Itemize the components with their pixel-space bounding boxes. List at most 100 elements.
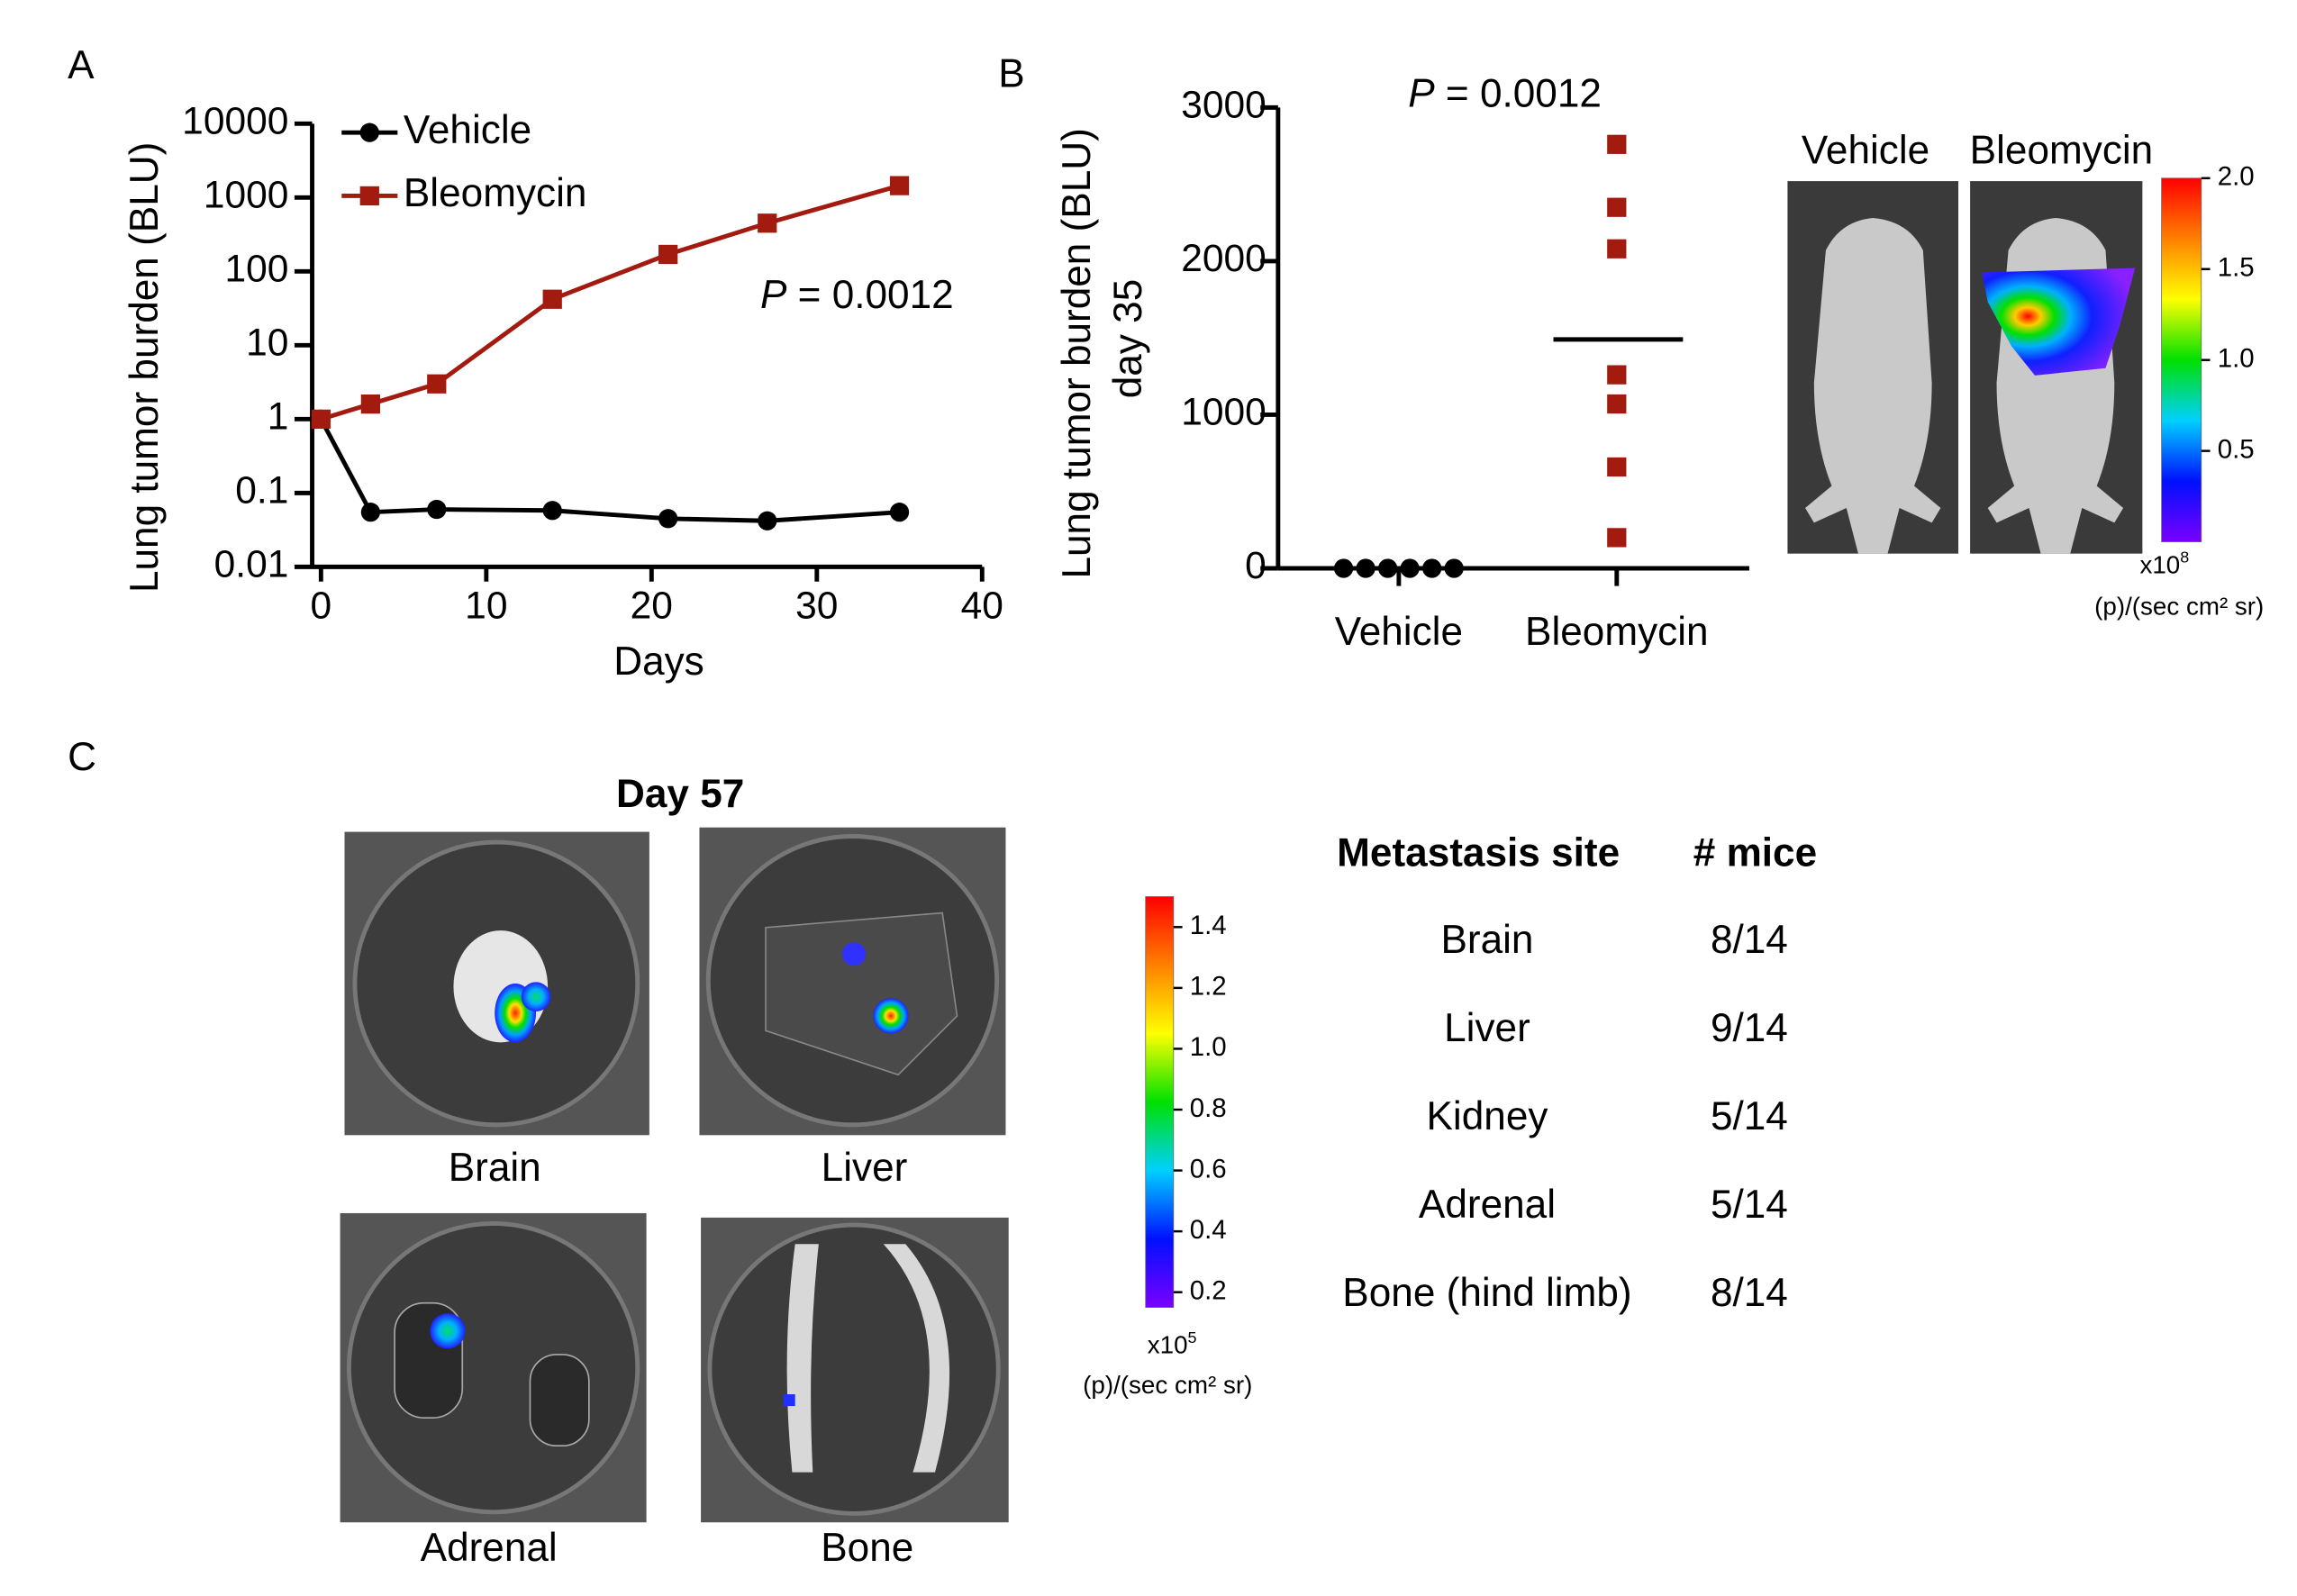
table-header: Metastasis site <box>1337 830 1620 875</box>
panel-letter: A <box>68 43 95 87</box>
unit-label: (p)/(sec cm² sr) <box>1083 1371 1252 1399</box>
marker <box>1607 134 1627 154</box>
series-line <box>319 418 900 523</box>
y-tick-label: 3000 <box>1181 85 1267 127</box>
annotation: P = 0.0012 <box>1408 71 1602 115</box>
marker <box>427 374 447 394</box>
table: Metastasis site # mice <box>1337 830 1817 875</box>
organ <box>883 1244 950 1473</box>
colorbar-tick-label: 0.5 <box>2218 434 2255 464</box>
marker <box>542 501 562 521</box>
colorbar <box>2161 177 2202 542</box>
table-cell: 5/14 <box>1711 1094 1788 1138</box>
x-tick-label: 40 <box>961 585 1003 627</box>
signal <box>783 1394 795 1407</box>
image-label: Liver <box>822 1146 908 1190</box>
mouse <box>1805 217 1941 554</box>
legend-label: Bleomycin <box>404 171 587 215</box>
legend-marker <box>359 122 379 142</box>
marker <box>1607 528 1627 548</box>
marker <box>360 503 381 522</box>
marker <box>1444 558 1464 578</box>
annotation-text: = 0.0012 <box>1446 71 1602 115</box>
image-label: Bone <box>821 1526 913 1570</box>
scale-label: x105 <box>1148 1328 1197 1359</box>
marker <box>889 503 910 522</box>
table-cell: Liver <box>1444 1006 1530 1050</box>
image-label: Vehicle <box>1802 129 1929 173</box>
y-tick-label: 10 <box>246 322 288 365</box>
marker <box>758 213 777 233</box>
organ <box>529 1354 590 1447</box>
colorbar-tick-label: 1.5 <box>2218 253 2255 283</box>
marker <box>1607 457 1627 477</box>
marker <box>1607 239 1627 258</box>
table-cell: 9/14 <box>1711 1006 1788 1050</box>
marker <box>889 176 910 195</box>
marker <box>427 499 447 520</box>
scale-exponent: 5 <box>1188 1328 1197 1347</box>
mouse <box>1987 217 2124 554</box>
table-cell: Adrenal <box>1419 1183 1556 1227</box>
image-label: Bleomycin <box>1970 129 2154 173</box>
panel-title: Day 57 <box>616 772 744 816</box>
y-tick-label: 0.1 <box>235 470 288 512</box>
marker <box>1607 365 1627 385</box>
organ-images: Brain Liver Adrenal Bone <box>340 827 1009 1570</box>
x-tick-label: 10 <box>465 585 507 627</box>
marker <box>658 509 678 529</box>
marker <box>658 244 678 265</box>
signal <box>1982 268 2136 376</box>
scale-base: x10 <box>2139 551 2180 579</box>
x-tick-label: Bleomycin <box>1525 610 1709 654</box>
table-header: # mice <box>1693 830 1817 875</box>
y-tick-label: 1000 <box>1181 392 1267 434</box>
colorbar-tick-label: 0.2 <box>1190 1275 1227 1305</box>
organ <box>765 911 958 1076</box>
table-cell: Brain <box>1440 918 1533 962</box>
y-tick-label: 0.01 <box>214 544 289 586</box>
marker <box>1607 394 1627 414</box>
legend-marker <box>359 186 379 206</box>
colorbar-tick-label: 1.2 <box>1190 972 1227 1002</box>
colorbar-tick-label: 1.4 <box>1190 911 1227 940</box>
signal <box>842 942 867 966</box>
signal <box>521 982 551 1012</box>
marker <box>1400 558 1420 578</box>
dish <box>707 1222 1001 1516</box>
image-label: Adrenal <box>421 1526 558 1570</box>
panel-letter: C <box>68 735 96 779</box>
table-cell: Kidney <box>1427 1094 1548 1138</box>
y-tick-label: 1000 <box>204 175 289 217</box>
unit-label: (p)/(sec cm² sr) <box>2094 592 2264 620</box>
image-label: Brain <box>449 1146 541 1190</box>
colorbar-tick-label: 1.0 <box>2218 343 2255 373</box>
marker <box>1333 558 1354 578</box>
marker <box>360 394 381 414</box>
y-axis-label: Lung tumor burden (BLU) <box>1055 128 1099 578</box>
annotation-italic: P <box>760 273 787 317</box>
marker <box>758 511 777 530</box>
marker <box>1378 558 1398 578</box>
table-cell: 8/14 <box>1711 1271 1788 1315</box>
x-tick-label: 30 <box>795 585 838 627</box>
y-axis-label: Lung tumor burden (BLU) <box>123 142 167 593</box>
dish <box>346 1220 640 1515</box>
marker <box>1356 558 1375 578</box>
legend-label: Vehicle <box>404 108 531 152</box>
panel-letter: B <box>998 52 1024 96</box>
scale-exponent: 8 <box>2180 548 2189 566</box>
y-tick-label: 10000 <box>182 101 288 143</box>
scale-base: x10 <box>1148 1331 1188 1359</box>
marker <box>1607 197 1627 217</box>
colorbar-tick-label: 1.0 <box>1190 1032 1227 1062</box>
y-tick-label: 100 <box>224 249 288 291</box>
organ <box>786 1244 819 1473</box>
x-axis-label: Days <box>613 639 704 684</box>
table-cell: 5/14 <box>1711 1183 1788 1227</box>
x-tick-label: Vehicle <box>1335 610 1463 654</box>
y-tick-label: 0 <box>1245 545 1267 587</box>
y-tick-label: 2000 <box>1181 238 1267 280</box>
